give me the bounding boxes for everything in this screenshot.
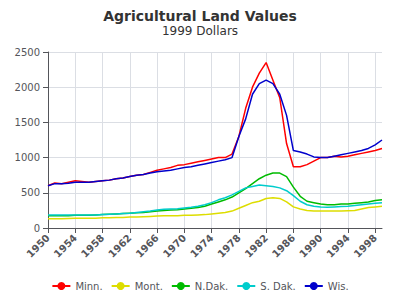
svg-text:500: 500 xyxy=(21,187,40,198)
svg-text:1974: 1974 xyxy=(188,232,215,259)
svg-text:1962: 1962 xyxy=(106,232,133,259)
svg-text:1994: 1994 xyxy=(324,232,351,259)
svg-text:Minn.: Minn. xyxy=(75,281,102,292)
svg-text:1970: 1970 xyxy=(161,232,188,259)
svg-text:1500: 1500 xyxy=(15,117,40,128)
svg-text:1999 Dollars: 1999 Dollars xyxy=(162,24,238,38)
svg-text:1966: 1966 xyxy=(134,232,161,259)
svg-text:1958: 1958 xyxy=(79,232,106,259)
svg-text:1978: 1978 xyxy=(215,232,242,259)
svg-text:Agricultural Land Values: Agricultural Land Values xyxy=(103,8,297,24)
svg-text:Mont.: Mont. xyxy=(135,281,163,292)
svg-text:Wis.: Wis. xyxy=(328,281,349,292)
svg-text:1990: 1990 xyxy=(297,232,324,259)
svg-text:2000: 2000 xyxy=(15,82,40,93)
svg-text:1998: 1998 xyxy=(352,232,379,259)
svg-text:S. Dak.: S. Dak. xyxy=(260,281,296,292)
svg-text:1986: 1986 xyxy=(270,232,297,259)
svg-text:2500: 2500 xyxy=(15,47,40,58)
svg-text:1954: 1954 xyxy=(52,232,79,259)
svg-text:1000: 1000 xyxy=(15,152,40,163)
svg-text:1982: 1982 xyxy=(243,232,270,259)
svg-text:1950: 1950 xyxy=(24,232,51,259)
svg-text:N.Dak.: N.Dak. xyxy=(195,281,228,292)
svg-text:0: 0 xyxy=(34,223,40,234)
